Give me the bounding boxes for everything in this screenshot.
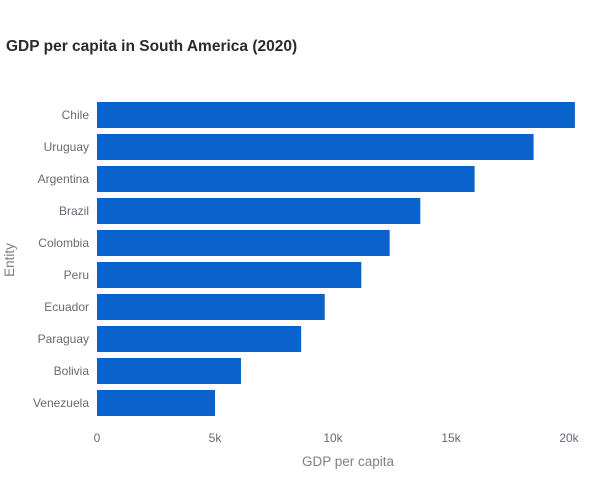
x-tick-label: 15k: [441, 431, 461, 445]
category-labels: Chile Uruguay Argentina Brazil Colombia Peru E…: [33, 108, 89, 410]
category-label-paraguay: Paraguay: [38, 332, 89, 346]
x-tick-label: 10k: [323, 431, 343, 445]
category-label-chile: Chile: [62, 108, 90, 122]
x-tick-labels: 0 5k 10k 15k 20k: [94, 431, 580, 445]
category-label-colombia: Colombia: [38, 236, 89, 250]
x-tick-label: 5k: [209, 431, 223, 445]
category-label-argentina: Argentina: [38, 172, 90, 186]
category-label-peru: Peru: [64, 268, 89, 282]
x-tick-label: 20k: [559, 431, 579, 445]
bar-venezuela: [97, 390, 215, 416]
category-label-brazil: Brazil: [59, 204, 89, 218]
category-label-ecuador: Ecuador: [44, 300, 89, 314]
category-label-uruguay: Uruguay: [44, 140, 89, 154]
bar-colombia: [97, 230, 390, 256]
bar-bolivia: [97, 358, 241, 384]
bar-paraguay: [97, 326, 302, 352]
x-axis-title: GDP per capita: [302, 454, 395, 469]
bar-brazil: [97, 198, 421, 224]
category-label-venezuela: Venezuela: [33, 396, 89, 410]
bar-argentina: [97, 166, 475, 192]
x-tick-label: 0: [94, 431, 101, 445]
y-axis-title: Entity: [2, 243, 17, 277]
category-label-bolivia: Bolivia: [54, 364, 90, 378]
bars-group: [97, 102, 575, 416]
bar-ecuador: [97, 294, 325, 320]
bar-uruguay: [97, 134, 534, 160]
bar-chile: [97, 102, 575, 128]
bar-peru: [97, 262, 362, 288]
chart-title: GDP per capita in South America (2020): [6, 38, 297, 55]
